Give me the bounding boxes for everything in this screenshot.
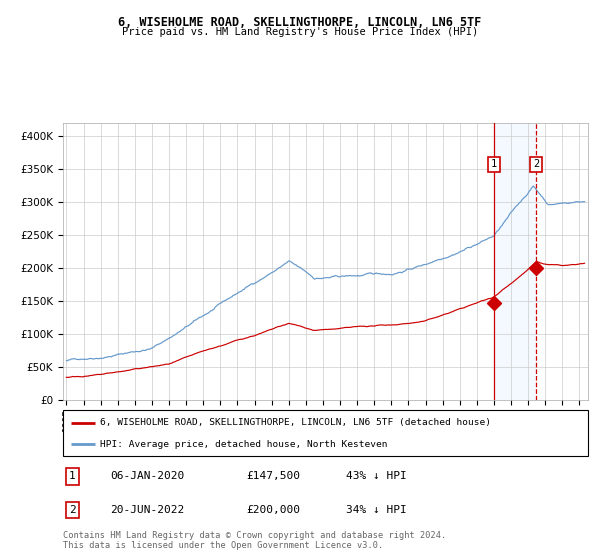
Text: 2: 2 [533,159,539,169]
Text: 20-JUN-2022: 20-JUN-2022 [110,505,185,515]
Text: 2: 2 [69,505,76,515]
Text: Price paid vs. HM Land Registry's House Price Index (HPI): Price paid vs. HM Land Registry's House … [122,27,478,37]
Text: 6, WISEHOLME ROAD, SKELLINGTHORPE, LINCOLN, LN6 5TF (detached house): 6, WISEHOLME ROAD, SKELLINGTHORPE, LINCO… [100,418,491,427]
Text: 34% ↓ HPI: 34% ↓ HPI [347,505,407,515]
Text: 1: 1 [491,159,497,169]
Text: £147,500: £147,500 [247,472,301,482]
Text: 6, WISEHOLME ROAD, SKELLINGTHORPE, LINCOLN, LN6 5TF: 6, WISEHOLME ROAD, SKELLINGTHORPE, LINCO… [118,16,482,29]
Text: Contains HM Land Registry data © Crown copyright and database right 2024.
This d: Contains HM Land Registry data © Crown c… [63,531,446,550]
Text: HPI: Average price, detached house, North Kesteven: HPI: Average price, detached house, Nort… [100,440,387,449]
Text: 43% ↓ HPI: 43% ↓ HPI [347,472,407,482]
FancyBboxPatch shape [63,410,588,456]
Bar [494,123,536,400]
Text: 1: 1 [69,472,76,482]
Text: 06-JAN-2020: 06-JAN-2020 [110,472,185,482]
Text: £200,000: £200,000 [247,505,301,515]
